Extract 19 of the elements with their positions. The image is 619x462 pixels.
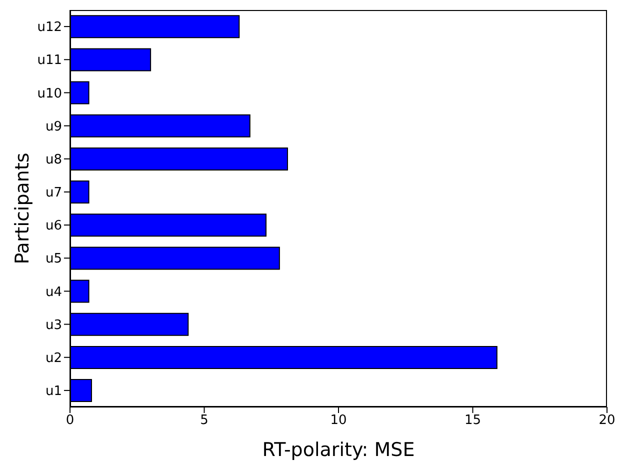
y-tick-label: u4 (45, 284, 62, 300)
y-tick-label: u9 (45, 119, 62, 134)
y-tick-label: u6 (45, 218, 62, 234)
y-tick-label: u12 (37, 20, 62, 36)
y-tick-label: u11 (37, 53, 62, 68)
x-tick-label: 10 (330, 413, 347, 428)
y-tick-label: u2 (45, 350, 62, 366)
y-tick-label: u5 (45, 252, 62, 267)
x-tick-label: 5 (200, 413, 208, 428)
y-tick-label: u3 (45, 318, 62, 333)
x-axis-title: RT-polarity: MSE (262, 439, 415, 461)
y-axis-title: Participants (12, 152, 34, 264)
y-tick-label: u1 (45, 384, 62, 400)
y-tick-label: u8 (45, 152, 62, 168)
x-tick-label: 20 (598, 413, 616, 428)
x-tick-label: 15 (464, 413, 482, 428)
x-tick-label: 0 (66, 413, 74, 428)
y-tick-label: u7 (45, 186, 62, 201)
y-tick-label: u10 (37, 86, 62, 102)
